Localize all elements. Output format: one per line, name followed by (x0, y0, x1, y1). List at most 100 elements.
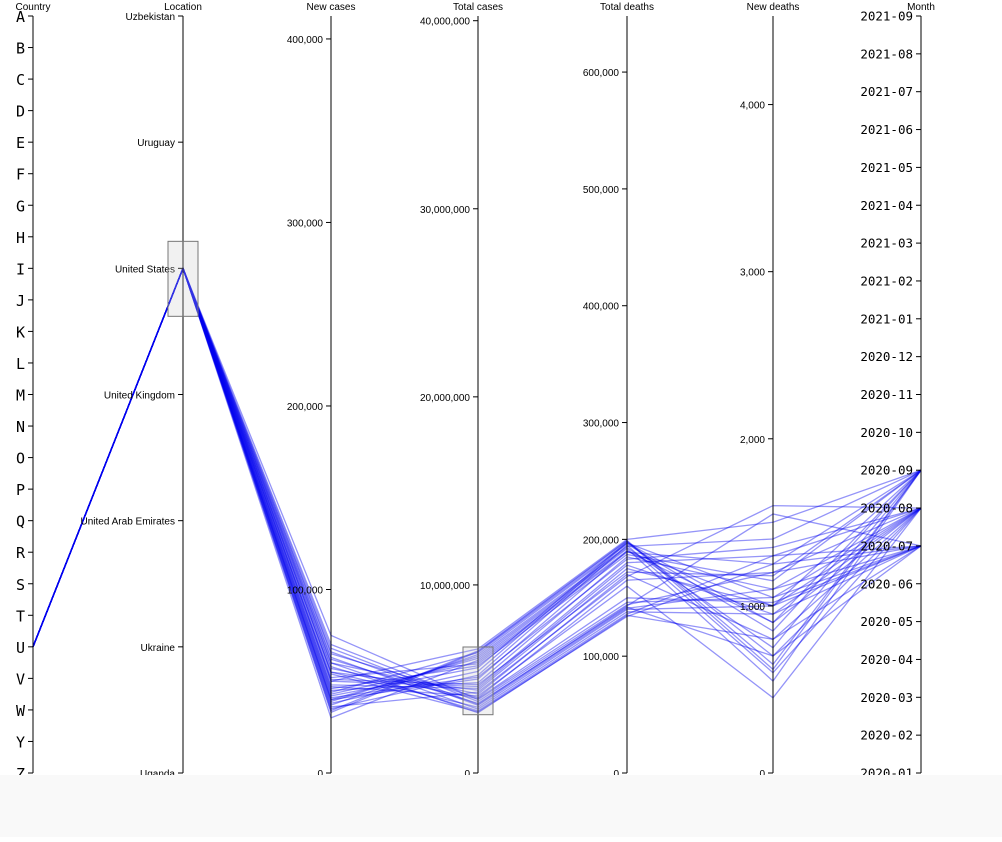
tick-label: Ukraine (141, 643, 176, 654)
data-line (32, 266, 922, 699)
axis-title: Total deaths (600, 2, 654, 13)
tick-label: 10,000,000 (420, 581, 470, 592)
tick-label: 2021-04 (860, 198, 913, 213)
tick-label: 300,000 (583, 419, 620, 430)
tick-label: 400,000 (583, 302, 620, 313)
tick-label: 2020-12 (860, 349, 913, 364)
data-line (32, 266, 922, 686)
axis-brush[interactable] (462, 646, 494, 716)
tick-label: 2020-11 (860, 387, 913, 402)
tick-label: 2020-03 (860, 690, 913, 705)
data-line (32, 266, 922, 697)
tick-label: 0 (613, 769, 619, 780)
axis-month: Month2020-012020-022020-032020-042020-05… (860, 2, 935, 781)
axis-new_cases: New cases 0 100,000 200,000 300,000 400,000 (287, 2, 356, 780)
tick-label: H (16, 229, 25, 247)
tick-label: B (16, 40, 25, 58)
data-line (32, 266, 922, 701)
data-line (32, 266, 922, 699)
data-line (32, 266, 922, 699)
data-line (32, 266, 922, 703)
tick-label: 20,000,000 (420, 393, 470, 404)
tick-label: 2020-09 (860, 463, 913, 478)
tick-label: 30,000,000 (420, 205, 470, 216)
axis-new_deaths: New deaths 0 1,000 2,000 3,000 4,000 (740, 2, 799, 780)
tick-label: S (16, 576, 25, 594)
tick-label: Uganda (140, 769, 175, 780)
data-line (32, 266, 922, 692)
tick-label: 2020-04 (860, 652, 913, 667)
tick-label: 2020-08 (860, 501, 913, 516)
tick-label: 0 (759, 769, 765, 780)
axis-title: Month (907, 2, 935, 13)
tick-label: L (16, 355, 25, 373)
axis-title: Total cases (453, 2, 503, 13)
tick-label: 100,000 (583, 652, 620, 663)
tick-label: 2,000 (740, 435, 765, 446)
tick-label: 3,000 (740, 268, 765, 279)
data-line (32, 266, 922, 703)
tick-label: 400,000 (287, 35, 324, 46)
tick-label: 2020-07 (860, 538, 913, 553)
tick-label: M (16, 387, 25, 405)
tick-label: 4,000 (740, 101, 765, 112)
tick-label: D (16, 103, 25, 121)
tick-label: W (16, 702, 26, 720)
data-line (32, 266, 922, 705)
tick-label: 2020-02 (860, 728, 913, 743)
data-line (32, 266, 922, 679)
data-line (32, 266, 922, 701)
axis-location: Location Uganda Ukraine United Arab Emirate… (81, 2, 202, 780)
data-line (32, 266, 922, 682)
tick-label: U (16, 639, 25, 657)
tick-label: 0 (464, 769, 470, 780)
tick-label: 2021-03 (860, 236, 913, 251)
tick-label: P (16, 481, 25, 499)
tick-label: A (16, 8, 25, 26)
tick-label: I (16, 260, 25, 278)
tick-label: R (16, 544, 26, 562)
axis-brush[interactable] (167, 240, 199, 317)
tick-label: C (16, 71, 25, 89)
tick-label: 2021-09 (860, 9, 913, 24)
axis-total_cases: Total cases 0 10,000,000 20,000,000 30,000,0… (420, 2, 503, 780)
tick-label: E (16, 134, 25, 152)
data-line (32, 266, 922, 706)
data-line (32, 266, 922, 694)
data-line (32, 266, 922, 705)
tick-label: 2021-02 (860, 273, 913, 288)
tick-label: 200,000 (583, 535, 620, 546)
data-line (32, 266, 922, 707)
data-line (32, 266, 922, 688)
axis-total_deaths: Total deaths 0 100,000 200,000 300,000 400,00… (583, 2, 654, 780)
tick-label: 40,000,000 (420, 17, 470, 28)
tick-label: V (16, 670, 25, 688)
tick-label: Z (16, 765, 25, 783)
tick-label: 200,000 (287, 402, 324, 413)
tick-label: 2020-06 (860, 576, 913, 591)
tick-label: N (16, 418, 25, 436)
tick-label: 300,000 (287, 218, 324, 229)
tick-label: J (16, 292, 25, 310)
tick-label: 2021-01 (860, 311, 913, 326)
axis-title: Country (15, 2, 50, 13)
tick-label: K (16, 323, 25, 341)
axis-title: Location (164, 2, 202, 13)
tick-label: 0 (317, 769, 323, 780)
data-line (32, 266, 922, 706)
tick-label: 2021-05 (860, 160, 913, 175)
bottom-strip (0, 775, 1002, 837)
tick-label: United Kingdom (104, 391, 175, 402)
tick-label: 1,000 (740, 602, 765, 613)
tick-label: 2021-06 (860, 122, 913, 137)
tick-label: 2020-10 (860, 425, 913, 440)
tick-label: 2021-08 (860, 46, 913, 61)
tick-label: T (16, 607, 25, 625)
tick-label: 2021-07 (860, 84, 913, 99)
tick-label: Uzbekistan (126, 12, 175, 23)
axis-title: New cases (307, 2, 356, 13)
tick-label: United Arab Emirates (81, 517, 176, 528)
data-line (32, 266, 922, 701)
